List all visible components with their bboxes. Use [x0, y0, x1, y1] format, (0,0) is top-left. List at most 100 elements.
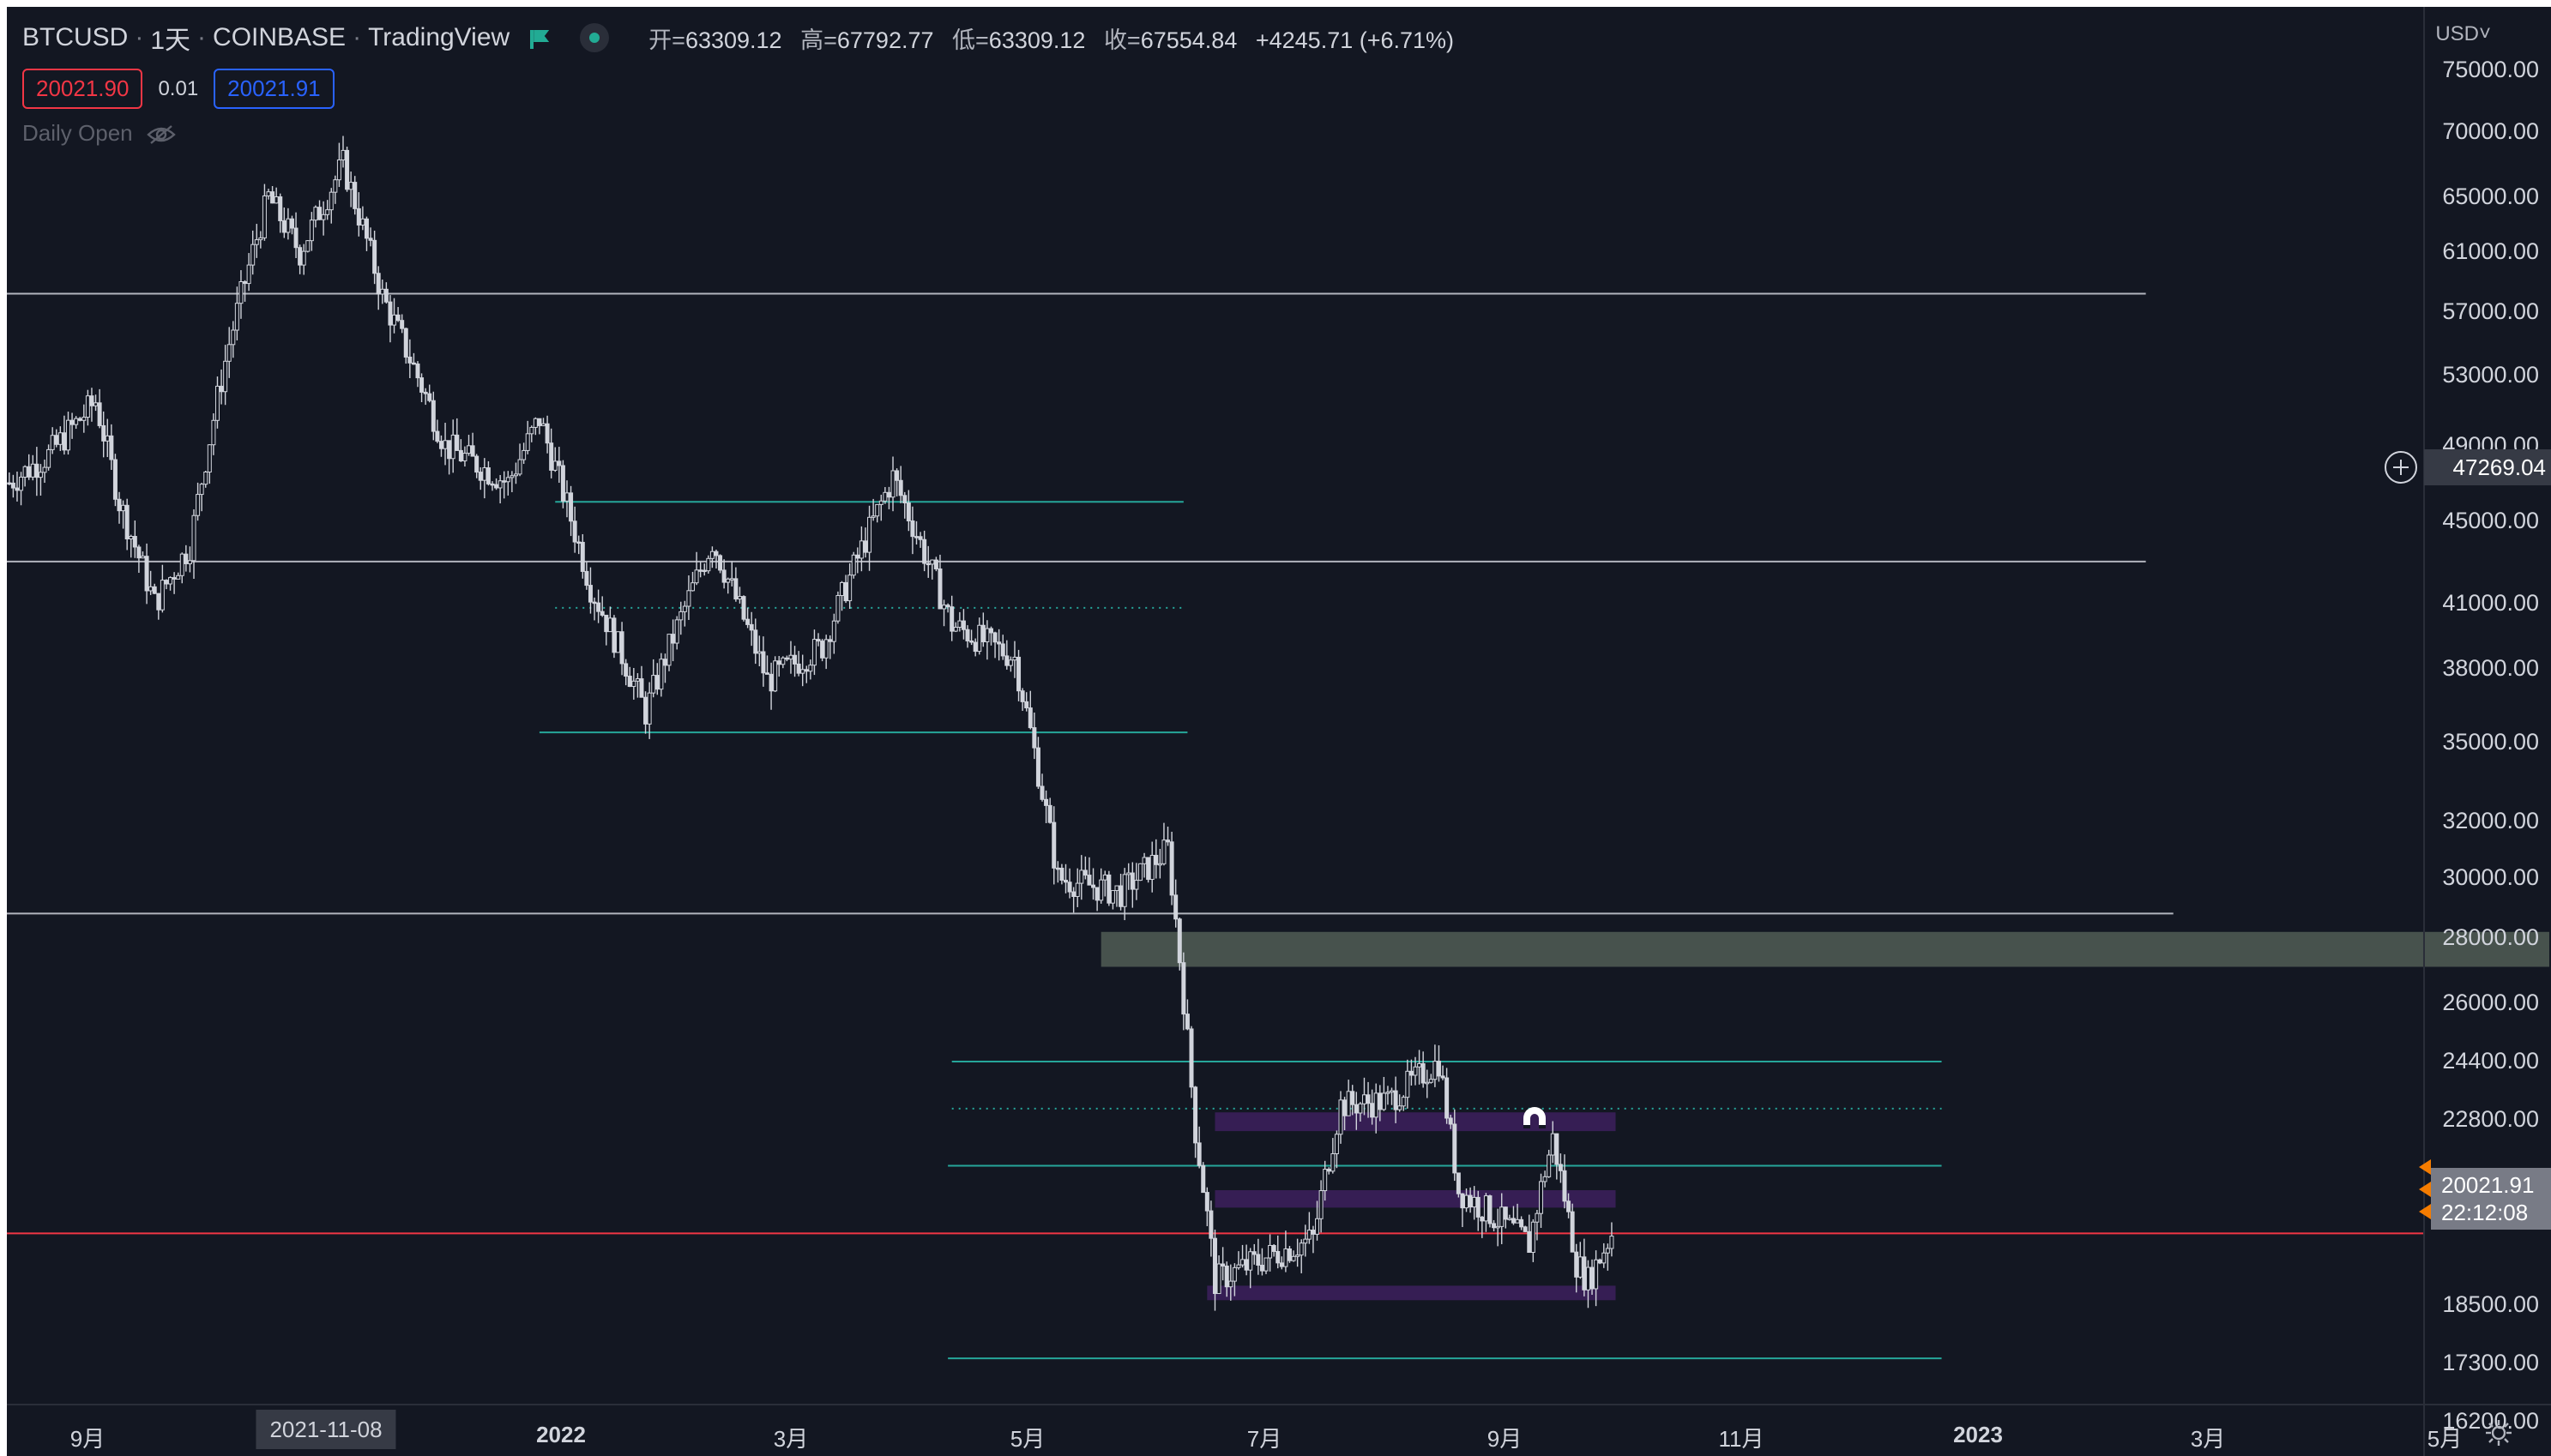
price-axis-label: 28000.00	[2442, 924, 2539, 950]
candle-body	[129, 536, 134, 539]
price-axis-label: 35000.00	[2442, 729, 2539, 755]
candle-body	[1268, 1244, 1273, 1259]
interval-label[interactable]: 1天	[150, 27, 191, 55]
close-label: 收=	[1103, 27, 1141, 53]
alert-marker[interactable]	[2419, 1204, 2431, 1219]
candle-body	[1361, 1094, 1366, 1104]
candle-body	[482, 467, 487, 481]
candle-body	[345, 149, 350, 190]
tradingview-chart-window[interactable]: BTCUSD · 1天 · COINBASE · TradingView 开=6…	[7, 7, 2551, 1456]
candle-body	[152, 586, 157, 594]
candle-body	[671, 634, 676, 644]
candle-body	[1428, 1079, 1433, 1083]
candle-body	[1189, 1028, 1194, 1088]
candle-body	[19, 476, 24, 491]
candle-body	[65, 419, 70, 451]
flag-icon[interactable]	[528, 28, 546, 49]
candle-body	[820, 641, 825, 659]
candle-body	[443, 440, 448, 449]
candle-body	[348, 182, 353, 190]
price-axis-label: 17300.00	[2442, 1350, 2539, 1375]
candle-body	[93, 402, 99, 406]
candle-body	[875, 503, 880, 517]
candle-body	[666, 634, 672, 666]
price-chart-canvas[interactable]	[7, 7, 2551, 1456]
candle-body	[985, 628, 990, 642]
magnet-icon[interactable]	[1520, 1106, 1549, 1130]
candle-body	[124, 504, 130, 539]
candle-body	[1354, 1104, 1359, 1114]
candle-body	[898, 479, 903, 496]
candle-body	[1385, 1092, 1390, 1094]
candle-body	[588, 585, 593, 603]
alert-marker[interactable]	[2419, 1182, 2431, 1197]
candle-body	[965, 629, 970, 641]
candle-body	[415, 363, 420, 379]
alert-marker[interactable]	[2419, 1159, 2431, 1175]
symbol-legend[interactable]: BTCUSD · 1天 · COINBASE · TradingView 开=6…	[22, 19, 1454, 57]
candle-body	[537, 418, 542, 426]
candle-body	[878, 500, 884, 505]
price-axis-label: 32000.00	[2442, 808, 2539, 833]
candle-body	[462, 453, 467, 462]
buy-price-button[interactable]: 20021.91	[214, 69, 335, 109]
eye-hidden-icon[interactable]	[146, 124, 176, 144]
time-axis-label: 3月	[2190, 1426, 2226, 1452]
candle-body	[1487, 1195, 1493, 1224]
candle-body	[234, 303, 239, 331]
candle-body	[494, 484, 499, 489]
candle-body	[191, 514, 196, 562]
candle-body	[117, 498, 122, 512]
candle-body	[1107, 874, 1112, 904]
price-axis-label: 16200.00	[2442, 1408, 2539, 1434]
candle-body	[529, 426, 534, 435]
candle-body	[1028, 707, 1033, 729]
candle-body	[77, 418, 82, 421]
candle-body	[1185, 1014, 1190, 1030]
indicator-legend[interactable]: Daily Open	[22, 120, 176, 147]
candle-body	[533, 418, 538, 428]
candle-body	[1303, 1238, 1308, 1244]
candle-body	[997, 641, 1002, 645]
candle-body	[325, 209, 330, 215]
candle-body	[1212, 1237, 1217, 1295]
candle-body	[517, 459, 522, 475]
candle-body	[969, 640, 974, 643]
indicator-name[interactable]: Daily Open	[22, 120, 133, 146]
candle-body	[34, 463, 39, 478]
candle-body	[333, 179, 338, 193]
candle-body	[246, 264, 251, 285]
settings-gear-icon[interactable]	[2484, 1418, 2513, 1447]
candle-body	[769, 673, 774, 692]
candle-body	[510, 475, 515, 478]
candle-body	[1456, 1172, 1461, 1194]
candle-body	[1558, 1164, 1563, 1171]
sell-price-button[interactable]: 20021.90	[22, 69, 143, 109]
candle-body	[411, 362, 416, 365]
candle-body	[1279, 1262, 1284, 1267]
symbol-name[interactable]: BTCUSD	[22, 23, 129, 51]
candle-body	[871, 515, 876, 518]
plus-circle-icon[interactable]	[2385, 451, 2417, 484]
candle-body	[1366, 1094, 1371, 1104]
candle-body	[1130, 872, 1135, 890]
candle-body	[144, 556, 149, 592]
candle-body	[30, 463, 35, 478]
candle-body	[1146, 857, 1151, 881]
candle-body	[1405, 1070, 1410, 1098]
currency-selector[interactable]: USD˅	[2435, 22, 2491, 45]
candle-body	[376, 273, 381, 295]
high-label: 高=	[800, 27, 837, 53]
candle-body	[691, 582, 696, 592]
candle-body	[1413, 1066, 1418, 1076]
candle-body	[85, 395, 90, 418]
candle-body	[199, 484, 204, 496]
candle-body	[718, 555, 723, 571]
candle-body	[1523, 1226, 1528, 1232]
candle-body	[659, 659, 664, 690]
candle-body	[847, 575, 853, 602]
spread-value: 0.01	[158, 76, 199, 100]
candle-body	[160, 580, 165, 611]
candle-body	[356, 208, 361, 226]
candle-body	[485, 467, 491, 484]
